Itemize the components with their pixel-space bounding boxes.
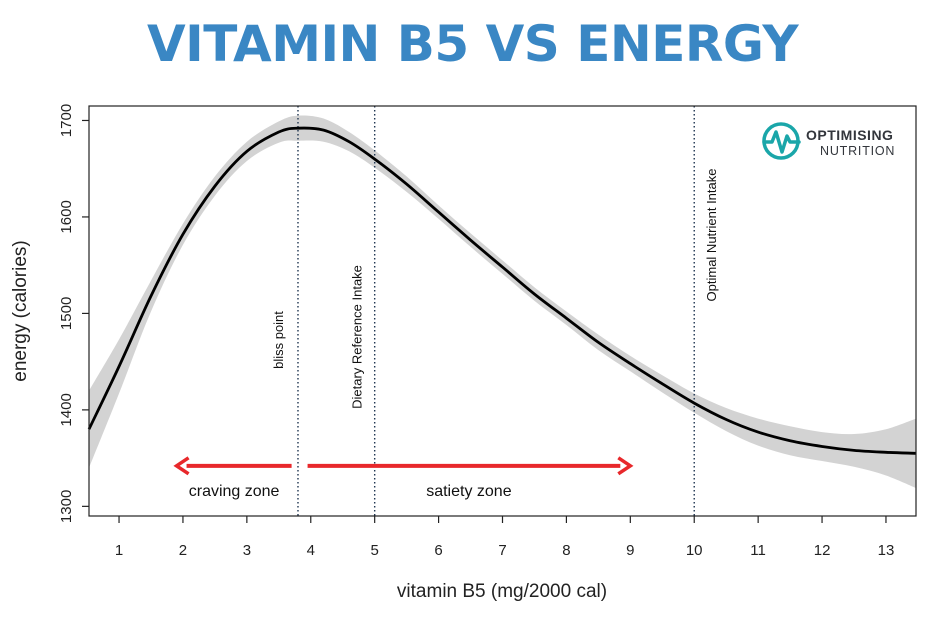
x-tick-label: 10 [686, 542, 703, 559]
y-tick-label: 1600 [58, 200, 75, 233]
vline-label-3: Optimal Nutrient Intake [704, 169, 719, 302]
x-tick-label: 13 [878, 542, 895, 559]
confidence-band [89, 115, 916, 488]
y-tick-label: 1500 [58, 297, 75, 330]
x-tick-label: 5 [371, 542, 379, 559]
vline-label-2: Dietary Reference Intake [350, 265, 365, 409]
x-tick-label: 9 [626, 542, 634, 559]
x-tick-label: 12 [814, 542, 831, 559]
x-axis-label: vitamin B5 (mg/2000 cal) [397, 581, 607, 602]
x-tick-label: 4 [307, 542, 315, 559]
y-axis-label: energy (calories) [10, 240, 31, 382]
brand-logo: OPTIMISING NUTRITION [762, 122, 895, 160]
brand-line-2: NUTRITION [820, 144, 895, 158]
arrow-1-head [173, 456, 190, 476]
arrow-2-head [617, 456, 634, 476]
y-tick-label: 1300 [58, 490, 75, 523]
x-tick-label: 3 [243, 542, 251, 559]
y-tick-label: 1400 [58, 393, 75, 426]
y-tick-label: 1700 [58, 104, 75, 137]
fitted-curve [87, 126, 917, 455]
x-tick-label: 6 [434, 542, 442, 559]
chart-title: VITAMIN B5 VS ENERGY [146, 15, 799, 73]
pulse-icon [762, 122, 801, 160]
x-tick-label: 7 [498, 542, 506, 559]
x-tick-label: 1 [115, 542, 123, 559]
x-tick-label: 11 [750, 542, 766, 559]
brand-line-1: OPTIMISING [806, 127, 893, 143]
x-tick-label: 2 [179, 542, 187, 559]
zone-label-2: satiety zone [426, 483, 511, 500]
zone-label-1: craving zone [189, 483, 280, 500]
vline-label-1: bliss point [271, 311, 286, 369]
x-tick-label: 8 [562, 542, 570, 559]
